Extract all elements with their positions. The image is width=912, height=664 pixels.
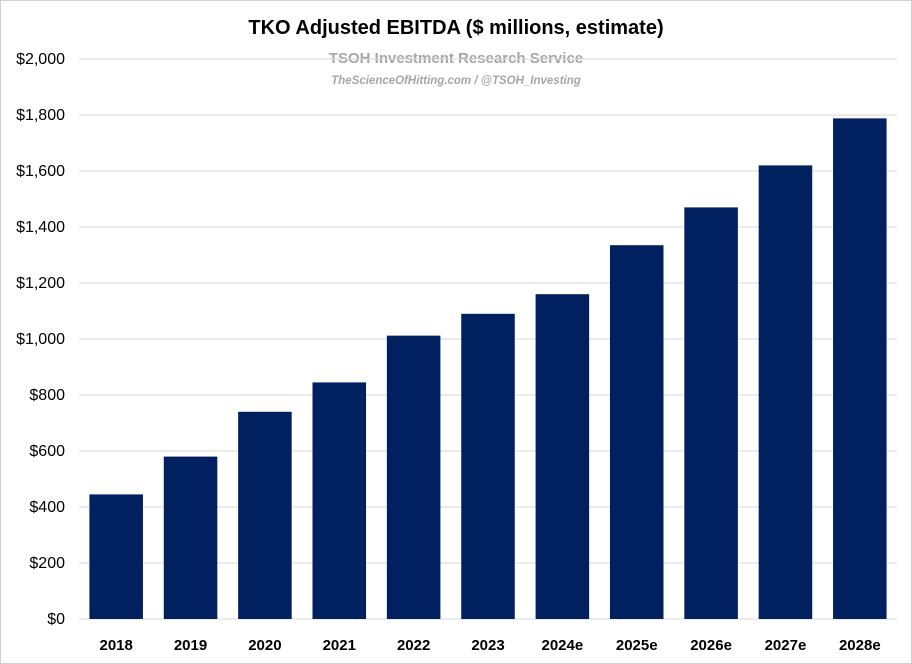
x-tick-label: 2027e xyxy=(765,637,807,654)
chart-title: TKO Adjusted EBITDA ($ millions, estimat… xyxy=(248,17,663,39)
bar-2028e xyxy=(833,118,887,620)
y-axis-ticks: $0 $200 $400 $600 $800 $1,000 $1,200 $1,400 $1,6… xyxy=(16,51,65,628)
y-tick-label: $400 xyxy=(29,499,65,516)
y-tick-label: $1,800 xyxy=(16,107,65,124)
bar-2025e xyxy=(609,245,664,619)
bar-2023 xyxy=(461,313,515,619)
x-tick-label: 2025e xyxy=(616,637,658,654)
y-tick-label: $600 xyxy=(29,443,65,460)
bar-2019 xyxy=(163,456,218,619)
x-tick-label: 2024e xyxy=(542,637,584,654)
y-tick-label: $2,000 xyxy=(16,51,65,68)
x-tick-label: 2028e xyxy=(839,637,881,654)
y-tick-label: $1,600 xyxy=(16,163,65,180)
y-tick-label: $1,200 xyxy=(16,275,65,292)
bar-2021 xyxy=(312,382,367,619)
y-tick-label: $0 xyxy=(47,611,65,628)
y-tick-label: $200 xyxy=(29,555,65,572)
x-tick-label: 2026e xyxy=(690,637,732,654)
bar-2020 xyxy=(238,411,292,619)
chart-source: TheScienceOfHitting.com / @TSOH_Investin… xyxy=(331,75,581,87)
x-tick-label: 2021 xyxy=(323,637,356,654)
y-tick-label: $1,400 xyxy=(16,219,65,236)
bar-layer xyxy=(89,118,887,620)
y-tick-label: $800 xyxy=(29,387,65,404)
x-tick-label: 2018 xyxy=(99,637,132,654)
bar-2018 xyxy=(89,494,143,619)
x-tick-label: 2020 xyxy=(248,637,281,654)
bar-2024e xyxy=(535,294,590,619)
bar-2027e xyxy=(758,165,813,619)
bar-2026e xyxy=(684,207,738,619)
x-tick-label: 2022 xyxy=(397,637,430,654)
bar-2022 xyxy=(386,335,441,619)
y-tick-label: $1,000 xyxy=(16,331,65,348)
x-tick-label: 2019 xyxy=(174,637,207,654)
x-axis-ticks: 2018 2019 2020 2021 2022 2023 2024e 2025e 2026e 2… xyxy=(99,637,880,654)
x-tick-label: 2023 xyxy=(471,637,504,654)
